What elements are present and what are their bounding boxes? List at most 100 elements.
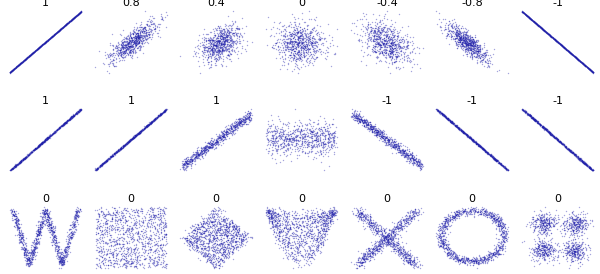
Point (299, 215, 308, 219)
Point (205, 226, 214, 230)
Point (381, 42, 391, 46)
Point (216, 30, 226, 34)
Point (127, 136, 137, 141)
Point (72, 214, 82, 218)
Point (100, 258, 109, 262)
Point (549, 37, 559, 41)
Point (229, 246, 239, 250)
Point (553, 138, 562, 142)
Point (317, 210, 326, 215)
Point (100, 214, 110, 219)
Point (392, 38, 401, 42)
Point (68, 17, 77, 21)
Point (578, 61, 588, 66)
Point (387, 245, 397, 249)
Point (71, 111, 80, 116)
Point (221, 130, 231, 134)
Point (214, 28, 224, 32)
Point (60, 253, 70, 258)
Point (144, 239, 154, 243)
Point (494, 218, 504, 222)
Point (136, 263, 145, 267)
Point (376, 244, 385, 248)
Point (450, 253, 460, 257)
Point (440, 217, 450, 221)
Point (305, 255, 314, 259)
Point (311, 139, 320, 144)
Point (11, 218, 20, 222)
Point (539, 257, 549, 262)
Point (385, 51, 395, 55)
Point (383, 239, 392, 243)
Point (158, 264, 167, 269)
Point (530, 226, 539, 230)
Point (292, 211, 302, 215)
Point (329, 52, 338, 56)
Point (470, 208, 479, 213)
Point (157, 14, 166, 18)
Point (111, 43, 121, 47)
Point (214, 39, 224, 44)
Point (557, 142, 567, 147)
Point (455, 258, 464, 262)
Point (221, 133, 230, 137)
Point (394, 251, 404, 255)
Point (144, 221, 154, 226)
Point (28, 255, 37, 259)
Point (586, 167, 595, 171)
Point (316, 225, 326, 230)
Point (217, 37, 227, 41)
Point (102, 221, 112, 225)
Point (195, 43, 205, 48)
Point (130, 25, 139, 30)
Point (561, 248, 571, 252)
Point (267, 134, 277, 139)
Point (216, 219, 226, 223)
Point (384, 38, 394, 42)
Point (16, 244, 26, 249)
Point (474, 142, 484, 146)
Point (436, 221, 445, 226)
Point (394, 150, 404, 154)
Point (38, 139, 47, 144)
Point (100, 225, 109, 229)
Point (385, 39, 394, 44)
Point (140, 25, 150, 30)
Point (527, 246, 537, 250)
Point (371, 241, 380, 245)
Point (571, 55, 580, 59)
Point (463, 257, 473, 261)
Point (463, 259, 473, 264)
Point (461, 42, 471, 47)
Point (209, 263, 218, 267)
Point (541, 29, 550, 33)
Point (544, 246, 554, 250)
Point (116, 146, 126, 151)
Point (406, 208, 416, 212)
Point (112, 48, 121, 52)
Point (451, 253, 461, 258)
Point (485, 152, 495, 157)
Point (30, 147, 40, 151)
Point (9, 210, 19, 215)
Point (354, 211, 364, 215)
Point (449, 24, 458, 29)
Point (264, 216, 274, 220)
Point (451, 255, 461, 259)
Point (470, 35, 479, 39)
Point (129, 38, 139, 43)
Point (33, 144, 43, 149)
Point (477, 53, 487, 58)
Point (25, 53, 35, 57)
Point (563, 227, 572, 231)
Point (159, 235, 169, 239)
Point (50, 129, 60, 133)
Point (457, 38, 467, 42)
Point (525, 113, 535, 118)
Point (549, 36, 559, 41)
Point (393, 220, 403, 225)
Point (385, 139, 394, 143)
Point (138, 127, 148, 132)
Point (122, 140, 132, 145)
Point (189, 156, 199, 160)
